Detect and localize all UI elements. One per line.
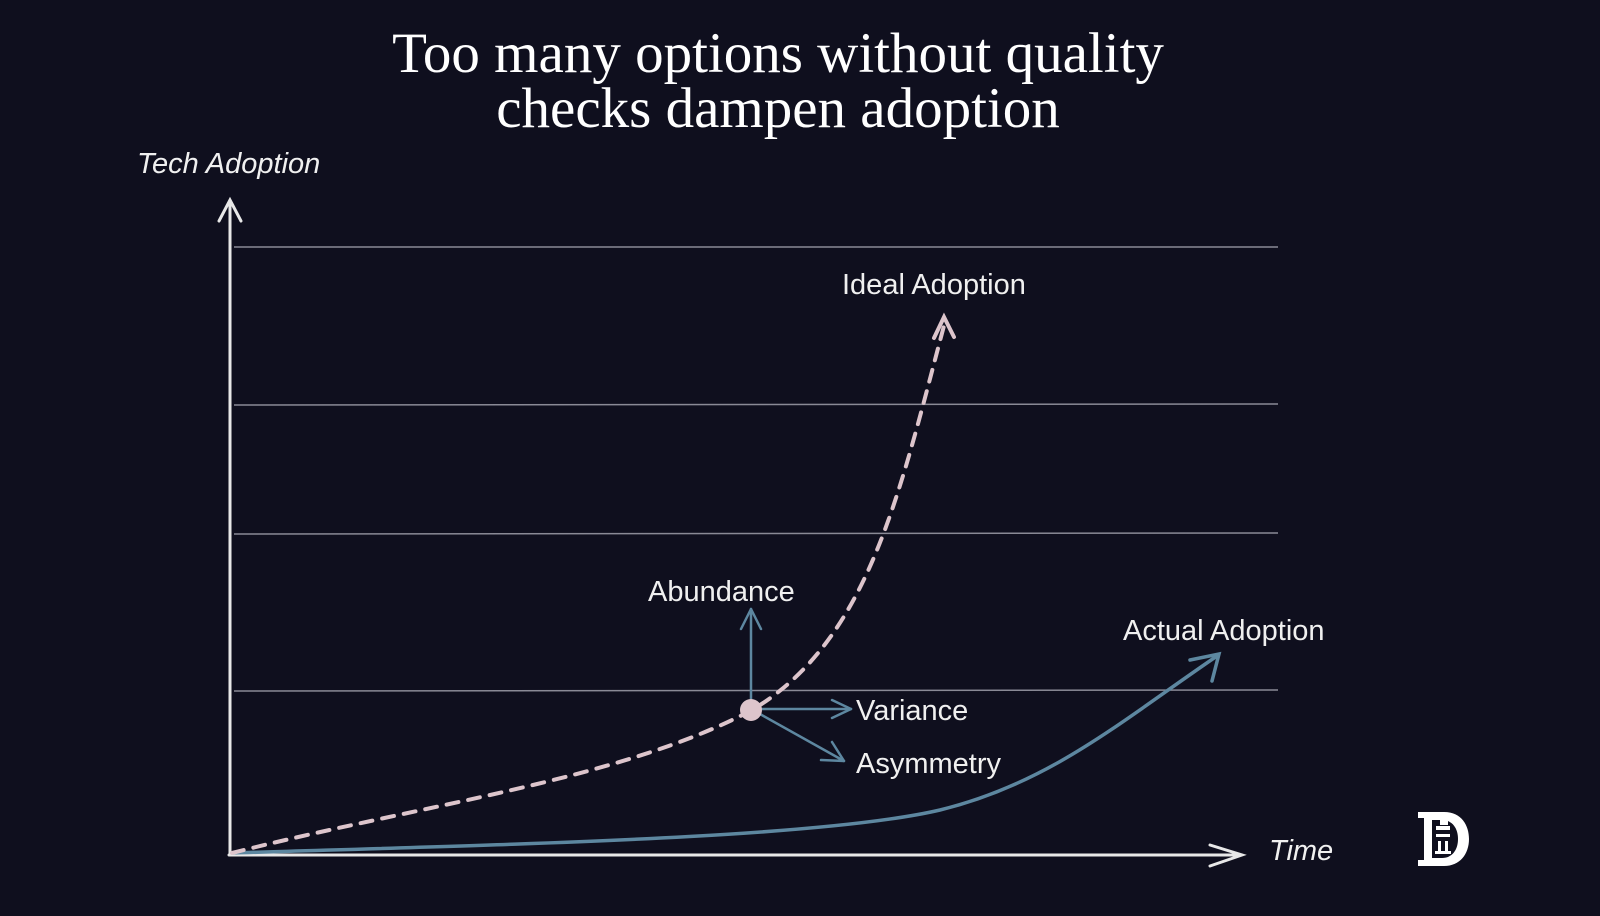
title-line-1: Too many options without quality	[392, 22, 1164, 85]
ideal-adoption-curve	[230, 312, 956, 855]
actual-adoption-path	[230, 654, 1219, 855]
ideal-adoption-arrowhead	[932, 312, 956, 340]
abundance-label: Abundance	[648, 576, 795, 608]
title-line-2: checks dampen adoption	[496, 77, 1060, 140]
page-title: Too many options without quality checks …	[0, 22, 1556, 140]
grid-line	[233, 403, 1279, 406]
variance-label: Variance	[856, 695, 968, 727]
y-axis	[217, 196, 243, 857]
asymmetry-label: Asymmetry	[856, 748, 1002, 780]
ideal-adoption-label: Ideal Adoption	[842, 269, 1026, 301]
current-state-point	[740, 699, 762, 721]
asymmetry-arrowhead	[819, 740, 846, 763]
x-axis-label: Time	[1269, 835, 1333, 867]
y-axis-arrowhead	[217, 196, 243, 223]
actual-adoption-label: Actual Adoption	[1123, 615, 1325, 647]
quality-vectors	[739, 607, 853, 763]
grid-line	[233, 532, 1279, 535]
x-axis	[227, 843, 1247, 868]
actual-adoption-curve	[230, 651, 1222, 855]
grid-line	[233, 689, 1279, 692]
grid-lines	[233, 246, 1279, 692]
y-axis-label: Tech Adoption	[137, 148, 320, 180]
variance-arrowhead	[830, 698, 853, 720]
abundance-arrowhead	[739, 607, 763, 631]
ideal-adoption-path	[230, 320, 947, 855]
publisher-logo-icon	[1418, 812, 1469, 866]
actual-adoption-arrowhead	[1188, 651, 1222, 683]
x-axis-arrowhead	[1208, 843, 1247, 868]
asymmetry-arrow-shaft	[749, 707, 846, 763]
